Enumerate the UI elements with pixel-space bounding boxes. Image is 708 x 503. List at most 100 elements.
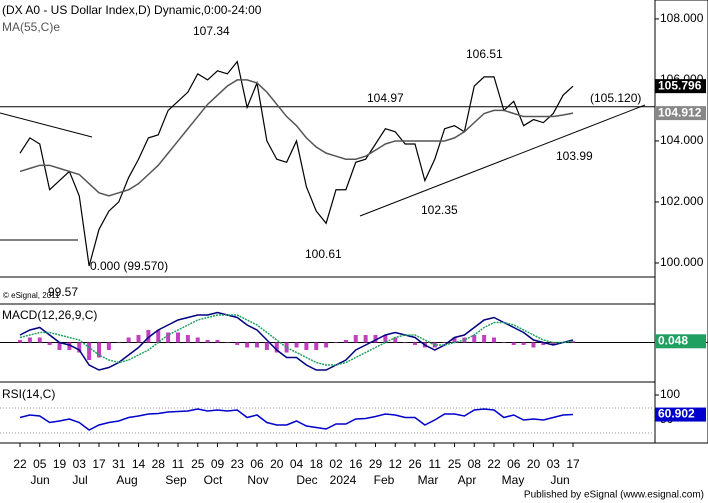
histogram-bar: [541, 342, 546, 345]
x-tick-label: 06: [507, 457, 521, 471]
histogram-bar: [314, 342, 319, 350]
histogram-bar: [185, 335, 190, 343]
histogram-bar: [452, 337, 457, 343]
month-label: Oct: [204, 473, 223, 487]
x-tick-label: 17: [92, 457, 106, 471]
histogram-bar: [156, 330, 161, 343]
annotation: 104.97: [367, 91, 404, 105]
histogram-bar: [403, 342, 408, 343]
y-tick-label: 104.000: [660, 133, 704, 147]
month-label: May: [502, 473, 525, 487]
chart-title: (DX A0 - US Dollar Index,D) Dynamic,0:00…: [2, 3, 262, 17]
histogram-bar: [413, 342, 417, 345]
month-label: Aug: [116, 473, 137, 487]
value-label: 60.902: [658, 407, 695, 421]
histogram-bar: [343, 340, 348, 343]
x-tick-label: 20: [527, 457, 541, 471]
footer: Published by eSignal (www.esignal.com): [524, 490, 704, 501]
annotation: 102.35: [421, 203, 458, 217]
histogram-bar: [383, 335, 388, 343]
histogram-bar: [27, 337, 32, 343]
x-tick-label: 06: [250, 457, 264, 471]
histogram-bar: [106, 342, 111, 350]
histogram-bar: [146, 330, 151, 343]
histogram-bar: [363, 335, 368, 343]
histogram-bar: [136, 335, 141, 343]
histogram-bar: [501, 342, 506, 343]
x-tick-label: 18: [310, 457, 324, 471]
histogram-bar: [97, 342, 101, 358]
histogram-bar: [195, 337, 200, 343]
histogram-bar: [274, 342, 279, 353]
x-tick-label: 20: [270, 457, 284, 471]
x-tick-label: 03: [73, 457, 87, 471]
x-tick-label: 31: [112, 457, 126, 471]
histogram-bar: [126, 337, 131, 343]
x-tick-label: 29: [369, 457, 383, 471]
panel-title: RSI(14,C): [2, 387, 55, 401]
series-line: [19, 408, 574, 431]
histogram-bar: [18, 340, 22, 343]
histogram-bar: [255, 342, 259, 348]
x-tick-label: 23: [231, 457, 245, 471]
histogram-bar: [245, 342, 250, 348]
month-label: Nov: [247, 473, 268, 487]
x-tick-label: 11: [172, 457, 185, 471]
y-tick-label: 100.000: [660, 255, 704, 269]
x-tick-label: 22: [487, 457, 501, 471]
histogram-bar: [215, 340, 220, 343]
x-tick-label: 11: [429, 457, 442, 471]
value-label: 0.048: [658, 333, 688, 347]
month-label: Jun: [550, 473, 569, 487]
histogram-bar: [304, 342, 309, 350]
level-label: (105.120): [590, 91, 641, 105]
legend-entry: MA(55,C)e: [2, 20, 60, 34]
y-tick-label: 108.000: [660, 11, 704, 25]
x-tick-label: 05: [33, 457, 47, 471]
histogram-bar: [324, 342, 329, 348]
month-label: Dec: [296, 473, 317, 487]
x-tick-label: 25: [448, 457, 462, 471]
trend-line: [0, 112, 93, 138]
month-label: Feb: [374, 473, 395, 487]
value-box: [655, 334, 706, 349]
histogram-bar: [531, 342, 536, 348]
value-label: 105.796: [658, 78, 702, 92]
month-label: Mar: [418, 473, 439, 487]
histogram-bar: [166, 332, 171, 343]
x-tick-label: 12: [389, 457, 403, 471]
series-line: [19, 314, 574, 366]
x-tick-label: 17: [566, 457, 580, 471]
month-label: 2024: [330, 473, 357, 487]
x-tick-label: 26: [408, 457, 422, 471]
histogram-bar: [77, 342, 82, 353]
histogram-bar: [334, 342, 338, 343]
y-tick-label: 102.000: [660, 194, 704, 208]
annotation: 100.61: [305, 247, 342, 261]
x-tick-label: 16: [349, 457, 363, 471]
series-line: [19, 60, 574, 267]
annotation: 99.57: [48, 285, 78, 299]
histogram-bar: [472, 335, 477, 343]
x-tick-label: 25: [191, 457, 205, 471]
histogram-bar: [294, 342, 299, 348]
histogram-bar: [571, 341, 575, 343]
x-tick-label: 03: [547, 457, 561, 471]
histogram-bar: [47, 342, 52, 345]
histogram-bar: [205, 340, 210, 343]
copyright: © eSignal, 2011: [3, 291, 60, 300]
histogram-bar: [482, 335, 487, 343]
histogram-bar: [353, 335, 358, 343]
histogram-bar: [551, 342, 556, 345]
annotation: 106.51: [466, 47, 503, 61]
y-tick-label: 100: [660, 387, 680, 401]
month-label: Jul: [72, 473, 87, 487]
month-label: Apr: [458, 473, 477, 487]
histogram-bar: [87, 342, 92, 360]
value-box: [655, 79, 706, 94]
histogram-bar: [393, 337, 398, 343]
x-tick-label: 19: [53, 457, 67, 471]
x-tick-label: 02: [329, 457, 343, 471]
